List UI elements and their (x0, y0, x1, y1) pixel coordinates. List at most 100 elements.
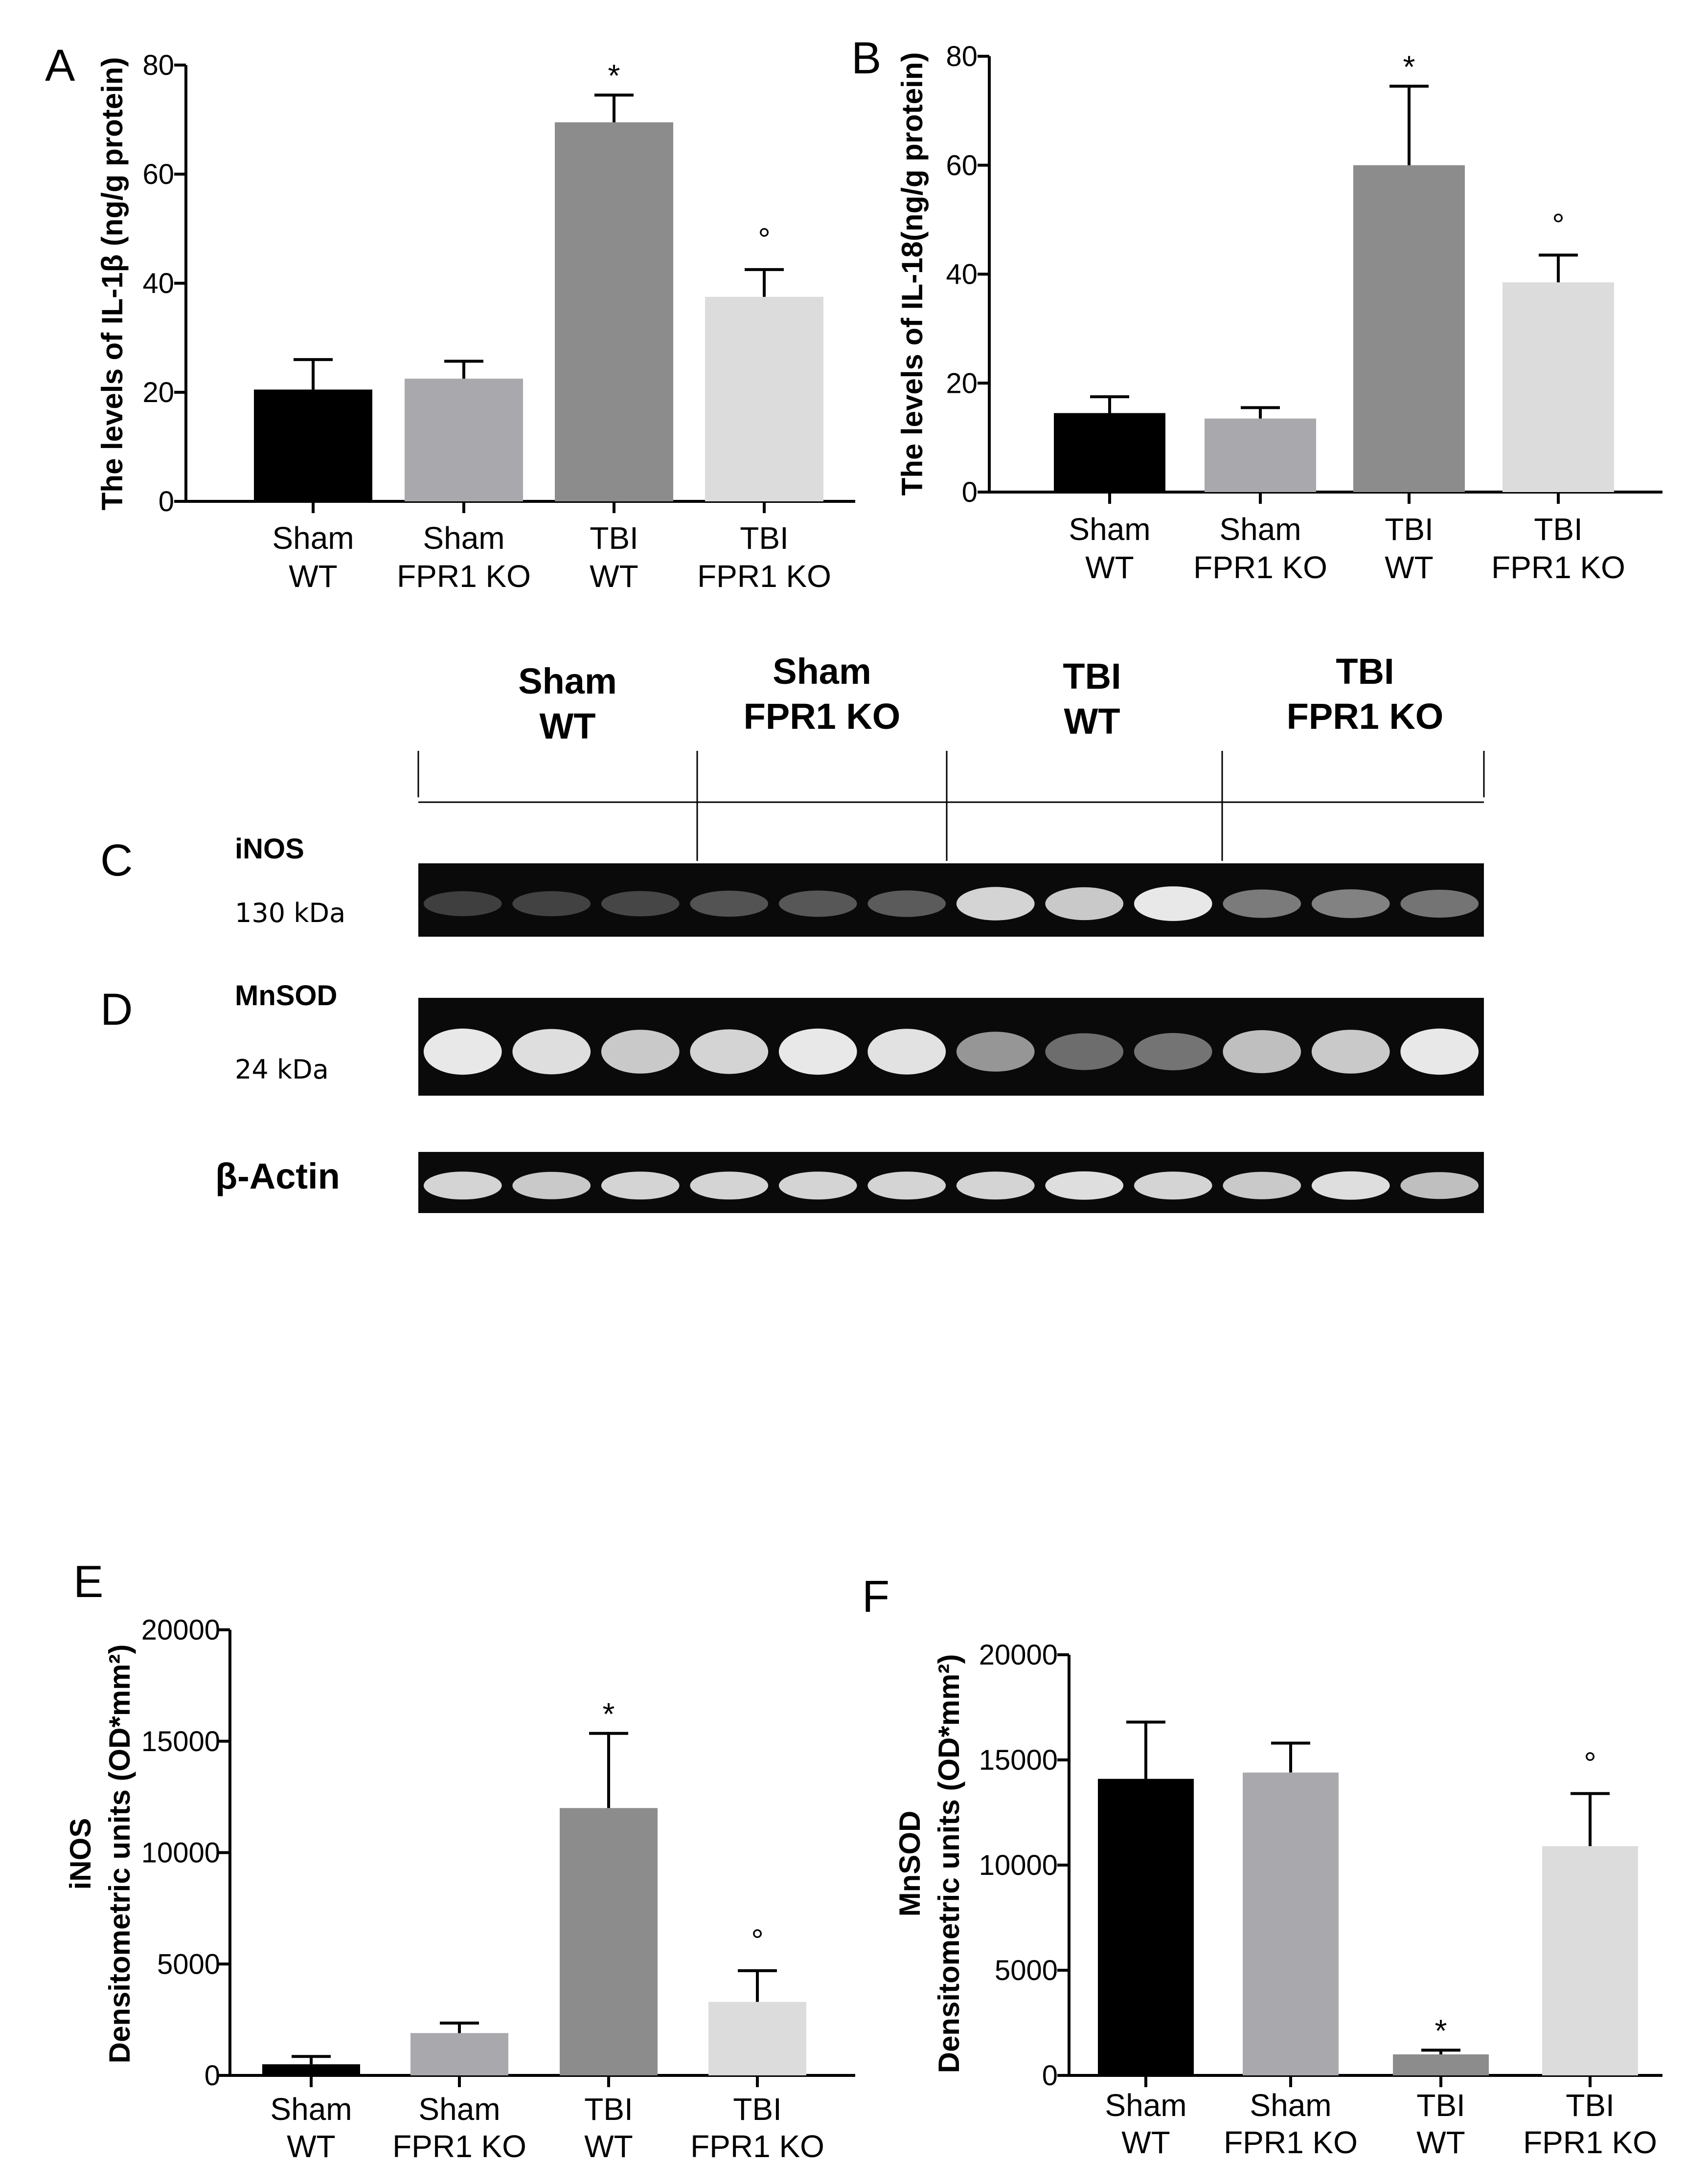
bar (705, 296, 823, 501)
blot-band (1223, 1171, 1301, 1199)
x-category-label: WT (289, 559, 338, 594)
x-category-label: Sham (272, 520, 354, 556)
x-category-label: WT (590, 559, 638, 594)
x-category-label: WT (1085, 550, 1134, 585)
bar (1503, 282, 1614, 492)
blot-band (778, 890, 857, 917)
x-category-label: Sham (1105, 2088, 1186, 2123)
blot-band (601, 1030, 680, 1074)
blot-group-header: FPR1 KO (744, 696, 901, 737)
x-category-label: FPR1 KO (397, 559, 531, 594)
x-category-label: Sham (270, 2092, 352, 2127)
blot-band (690, 1171, 769, 1200)
blot-band (778, 1171, 857, 1200)
x-category-label: TBI (590, 520, 638, 556)
y-tick-label: 15000 (979, 1744, 1058, 1776)
y-tick-label: 5000 (995, 1955, 1058, 1986)
blot-band (1311, 889, 1390, 918)
significance-circle: ° (1584, 1746, 1596, 1781)
blot-band (1400, 889, 1479, 918)
blot-band (1400, 1172, 1479, 1199)
y-tick-label: 60 (946, 150, 978, 181)
y-axis-title: Densitometric units (OD*mm²) (933, 1654, 965, 2073)
blot-molecular-weight: 130 kDa (235, 898, 345, 928)
y-tick-label: 60 (142, 158, 174, 190)
y-tick-label: 0 (1042, 2060, 1058, 2092)
x-category-label: Sham (418, 2092, 500, 2127)
significance-asterisk: * (603, 1696, 615, 1732)
bar (405, 379, 523, 501)
x-category-label: FPR1 KO (392, 2129, 526, 2164)
significance-circle: ° (1552, 207, 1565, 243)
blot-band (1311, 1030, 1390, 1074)
blot-band (1045, 887, 1124, 921)
blot-strip (418, 863, 1484, 937)
x-category-label: WT (287, 2129, 336, 2164)
blot-row-label: iNOS (235, 833, 304, 865)
x-category-label: FPR1 KO (1523, 2125, 1657, 2160)
blot-row-label: MnSOD (235, 980, 337, 1012)
blot-strip (418, 998, 1484, 1096)
blot-band (601, 891, 680, 917)
blot-band (1134, 886, 1212, 921)
blot-band (778, 1028, 857, 1075)
blot-band (512, 1171, 591, 1199)
bar (1393, 2054, 1489, 2075)
y-axis-title: The levels of IL-18(ng/g protein) (896, 52, 929, 496)
blot-band (1223, 1030, 1301, 1073)
significance-asterisk: * (1403, 49, 1415, 84)
bar (1542, 1846, 1638, 2075)
x-category-label: TBI (1534, 512, 1583, 547)
blot-band (956, 1171, 1035, 1200)
x-category-label: FPR1 KO (1193, 550, 1327, 585)
y-axis-title: The levels of IL-1β (ng/g protein) (96, 57, 129, 511)
blot-band (423, 1171, 502, 1200)
blot-band (512, 891, 591, 917)
x-category-label: WT (1385, 550, 1434, 585)
y-axis-title: iNOS (64, 1818, 97, 1890)
panel-letter-b: B (851, 33, 881, 83)
blot-band (956, 1032, 1035, 1072)
blot-band (512, 1029, 591, 1075)
blot-band (1045, 1171, 1124, 1200)
y-tick-label: 80 (142, 49, 174, 81)
x-category-label: WT (584, 2129, 633, 2164)
y-tick-label: 20000 (141, 1614, 220, 1646)
blot-group-header: TBI (1336, 651, 1394, 692)
y-axis-title: Densitometric units (OD*mm²) (103, 1644, 136, 2064)
y-tick-label: 20000 (979, 1639, 1058, 1671)
x-category-label: TBI (1566, 2088, 1615, 2123)
blot-group-header: FPR1 KO (1287, 696, 1444, 737)
y-tick-label: 10000 (141, 1837, 220, 1869)
blot-band (867, 890, 946, 917)
blot-band (867, 1029, 946, 1075)
panel-letter-c: C (100, 835, 133, 885)
blot-band (1400, 1028, 1479, 1075)
blot-band (867, 1171, 946, 1200)
x-category-label: Sham (1069, 512, 1150, 547)
y-tick-label: 40 (946, 259, 978, 291)
x-category-label: FPR1 KO (690, 2129, 824, 2164)
y-tick-label: 20 (946, 367, 978, 399)
bar (410, 2033, 508, 2075)
x-category-label: Sham (1250, 2088, 1331, 2123)
x-category-label: TBI (740, 520, 789, 556)
y-tick-label: 0 (205, 2060, 220, 2092)
significance-asterisk: * (1435, 2013, 1447, 2048)
x-category-label: Sham (423, 520, 504, 556)
y-tick-label: 0 (962, 476, 978, 508)
blot-group-header: WT (1064, 701, 1120, 742)
blot-band (1045, 1033, 1124, 1070)
y-tick-label: 10000 (979, 1849, 1058, 1881)
bar (1243, 1772, 1339, 2075)
bar (555, 122, 673, 501)
blot-band (1134, 1033, 1212, 1071)
x-category-label: TBI (1416, 2088, 1465, 2123)
blot-band (1134, 1171, 1212, 1200)
significance-circle: ° (751, 1923, 764, 1958)
bar (1054, 413, 1165, 492)
